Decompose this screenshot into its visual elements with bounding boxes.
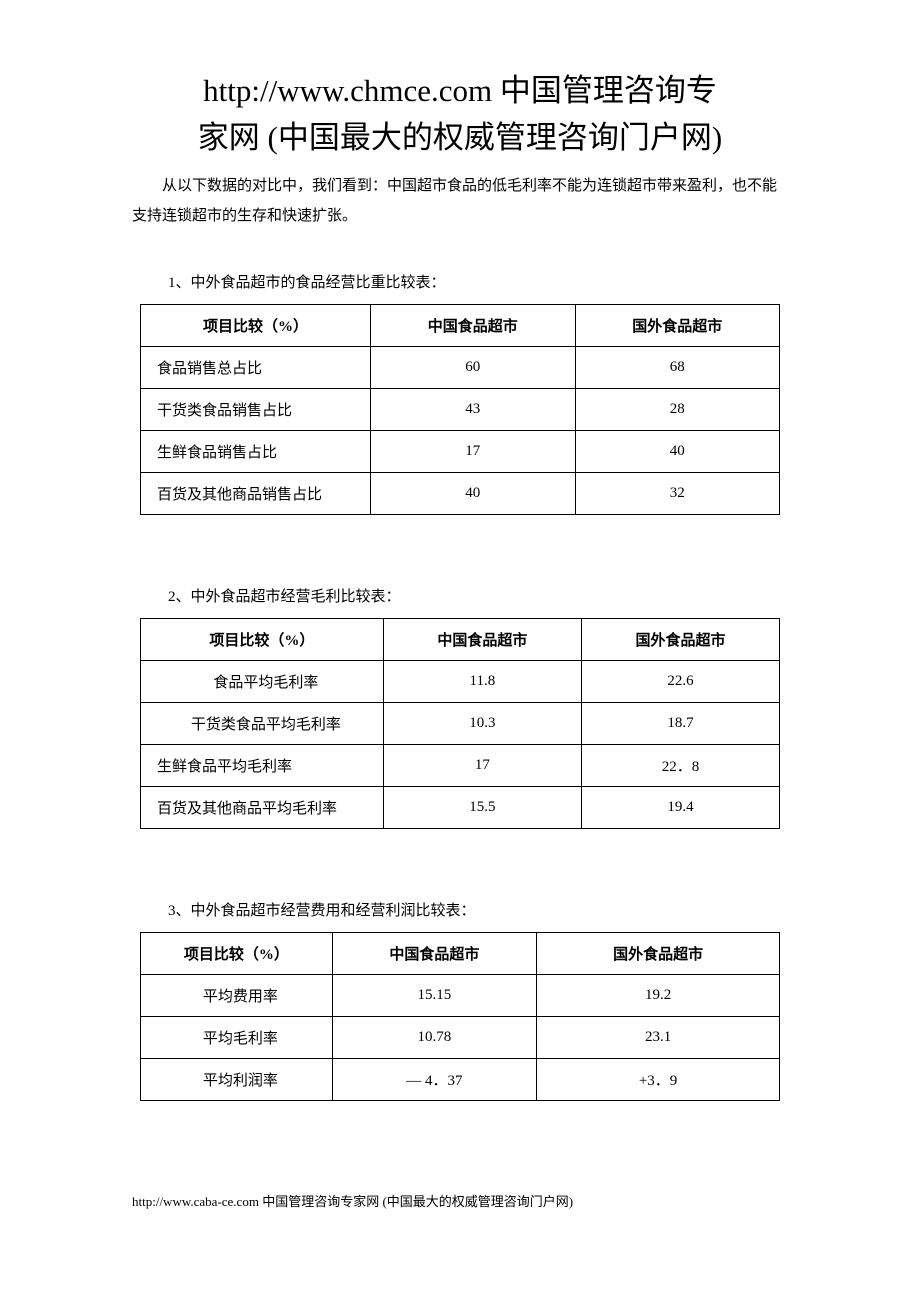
- cell: 干货类食品平均毛利率: [141, 703, 384, 745]
- cell: 32: [575, 473, 780, 515]
- table3-caption: 3、中外食品超市经营费用和经营利润比较表：: [120, 899, 800, 920]
- cell: 百货及其他商品平均毛利率: [141, 787, 384, 829]
- table-header-row: 项目比较（%） 中国食品超市 国外食品超市: [141, 305, 780, 347]
- table3: 项目比较（%） 中国食品超市 国外食品超市 平均费用率 15.15 19.2 平…: [140, 932, 780, 1101]
- table2: 项目比较（%） 中国食品超市 国外食品超市 食品平均毛利率 11.8 22.6 …: [140, 618, 780, 829]
- cell: 43: [371, 389, 575, 431]
- table-row: 食品销售总占比 60 68: [141, 347, 780, 389]
- cell: 食品销售总占比: [141, 347, 371, 389]
- table1-col1: 中国食品超市: [371, 305, 575, 347]
- page-title: http://www.chmce.com 中国管理咨询专 家网 (中国最大的权威…: [120, 68, 800, 161]
- cell: 15.15: [332, 975, 536, 1017]
- cell: 18.7: [581, 703, 779, 745]
- cell: 22．8: [581, 745, 779, 787]
- table3-col1: 中国食品超市: [332, 933, 536, 975]
- intro-paragraph: 从以下数据的对比中，我们看到：中国超市食品的低毛利率不能为连锁超市带来盈利，也不…: [120, 171, 800, 231]
- table-header-row: 项目比较（%） 中国食品超市 国外食品超市: [141, 619, 780, 661]
- table-row: 生鲜食品销售占比 17 40: [141, 431, 780, 473]
- table-row: 平均利润率 — 4．37 +3．9: [141, 1059, 780, 1101]
- table3-col0: 项目比较（%）: [141, 933, 333, 975]
- cell: 10.78: [332, 1017, 536, 1059]
- title-line-2: 家网 (中国最大的权威管理咨询门户网): [198, 120, 722, 155]
- cell: 68: [575, 347, 780, 389]
- table-row: 干货类食品平均毛利率 10.3 18.7: [141, 703, 780, 745]
- cell: 平均费用率: [141, 975, 333, 1017]
- cell: 干货类食品销售占比: [141, 389, 371, 431]
- cell: 40: [371, 473, 575, 515]
- table-header-row: 项目比较（%） 中国食品超市 国外食品超市: [141, 933, 780, 975]
- cell: 10.3: [383, 703, 581, 745]
- table2-caption: 2、中外食品超市经营毛利比较表：: [120, 585, 800, 606]
- table1-col2: 国外食品超市: [575, 305, 780, 347]
- table1-col0: 项目比较（%）: [141, 305, 371, 347]
- cell: 生鲜食品平均毛利率: [141, 745, 384, 787]
- table-row: 干货类食品销售占比 43 28: [141, 389, 780, 431]
- table2-col1: 中国食品超市: [383, 619, 581, 661]
- cell: 平均利润率: [141, 1059, 333, 1101]
- cell: 平均毛利率: [141, 1017, 333, 1059]
- cell: 11.8: [383, 661, 581, 703]
- table-row: 平均费用率 15.15 19.2: [141, 975, 780, 1017]
- table2-col2: 国外食品超市: [581, 619, 779, 661]
- cell: 17: [371, 431, 575, 473]
- cell: 食品平均毛利率: [141, 661, 384, 703]
- table-row: 平均毛利率 10.78 23.1: [141, 1017, 780, 1059]
- cell: +3．9: [537, 1059, 780, 1101]
- title-line-1: http://www.chmce.com 中国管理咨询专: [203, 73, 717, 108]
- table-row: 百货及其他商品销售占比 40 32: [141, 473, 780, 515]
- cell: 22.6: [581, 661, 779, 703]
- table-row: 生鲜食品平均毛利率 17 22．8: [141, 745, 780, 787]
- cell: 15.5: [383, 787, 581, 829]
- cell: 19.2: [537, 975, 780, 1017]
- cell: 60: [371, 347, 575, 389]
- cell: 17: [383, 745, 581, 787]
- table3-col2: 国外食品超市: [537, 933, 780, 975]
- cell: 40: [575, 431, 780, 473]
- table-row: 百货及其他商品平均毛利率 15.5 19.4: [141, 787, 780, 829]
- table1: 项目比较（%） 中国食品超市 国外食品超市 食品销售总占比 60 68 干货类食…: [140, 304, 780, 515]
- cell: 23.1: [537, 1017, 780, 1059]
- cell: 百货及其他商品销售占比: [141, 473, 371, 515]
- table-row: 食品平均毛利率 11.8 22.6: [141, 661, 780, 703]
- cell: 28: [575, 389, 780, 431]
- page-footer: http://www.caba-ce.com 中国管理咨询专家网 (中国最大的权…: [120, 1191, 800, 1210]
- cell: — 4．37: [332, 1059, 536, 1101]
- cell: 生鲜食品销售占比: [141, 431, 371, 473]
- cell: 19.4: [581, 787, 779, 829]
- table1-caption: 1、中外食品超市的食品经营比重比较表：: [120, 271, 800, 292]
- table2-col0: 项目比较（%）: [141, 619, 384, 661]
